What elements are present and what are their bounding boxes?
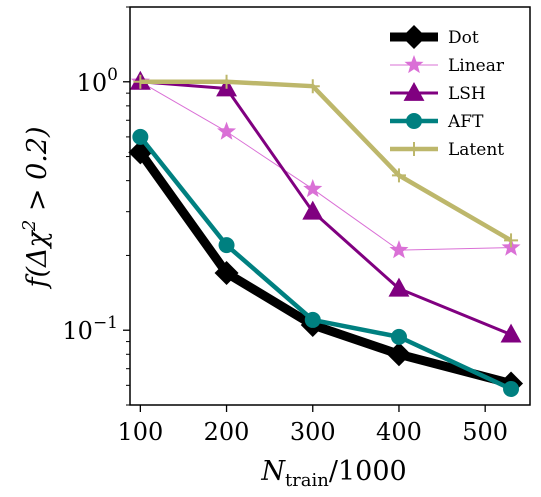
- legend-entry-latent: Latent: [390, 140, 504, 160]
- data-point-linear-4: [389, 240, 409, 259]
- y-tick-label-base: 10: [77, 69, 108, 97]
- data-point-latent-4: [391, 168, 406, 183]
- y-tick-label-2: 10−1: [62, 313, 118, 345]
- data-point-aft-4: [390, 328, 407, 345]
- data-point-latent-5: [504, 233, 519, 248]
- x-tick-label-500: 500: [462, 418, 508, 446]
- y-tick-label-exponent: −1: [93, 313, 118, 333]
- x-axis-title-sub: train: [285, 470, 329, 491]
- legend-marker-dot: [402, 25, 426, 49]
- data-point-aft-5: [503, 380, 520, 397]
- legend-entry-linear: Linear: [390, 55, 505, 76]
- series-line-aft: [138, 135, 512, 392]
- legend-label-aft: AFT: [447, 112, 484, 132]
- data-point-dot-2: [214, 260, 239, 285]
- x-axis-title-main: N: [260, 456, 286, 487]
- legend-marker-latent: [407, 142, 421, 156]
- series-line-dot: [136, 149, 513, 388]
- y-tick-label-exponent: 0: [107, 65, 118, 85]
- data-point-linear-2: [217, 121, 237, 140]
- legend-label-linear: Linear: [448, 56, 505, 76]
- x-axis-title-rest: /1000: [329, 456, 407, 487]
- data-point-aft-2: [218, 237, 235, 254]
- y-axis-title-post: > 0.2): [22, 126, 53, 219]
- data-point-latent-3: [305, 79, 320, 94]
- x-tick-label-100: 100: [117, 418, 163, 446]
- x-axis-title: Ntrain/1000: [260, 456, 406, 491]
- x-tick-label-300: 300: [290, 418, 336, 446]
- x-tick-label-400: 400: [376, 418, 422, 446]
- legend-label-lsh: LSH: [448, 84, 486, 104]
- data-point-latent-2: [219, 74, 234, 89]
- series-aft: [132, 128, 520, 397]
- legend-marker-lsh: [403, 82, 425, 101]
- data-point-lsh-4: [388, 277, 410, 297]
- legend-label-dot: Dot: [448, 28, 479, 48]
- legend-marker-linear: [404, 55, 424, 74]
- y-axis-title-pre: f(Δχ: [22, 230, 53, 290]
- series-lsh: [129, 70, 522, 343]
- plot-marks: [128, 70, 524, 397]
- data-point-lsh-3: [302, 200, 324, 220]
- legend: Dot Linear LSH AFT Latent: [390, 25, 505, 160]
- y-axis-title-sup: 2: [19, 220, 40, 232]
- series-dot: [128, 140, 524, 396]
- data-point-linear-3: [303, 179, 323, 198]
- y-tick-label-base: 10: [62, 317, 93, 345]
- series-line-latent: [140, 79, 513, 243]
- data-point-dot-4: [386, 342, 411, 367]
- data-point-latent-1: [133, 74, 148, 89]
- legend-entry-dot: Dot: [390, 25, 479, 49]
- plot-frame: [129, 6, 531, 406]
- data-point-aft-3: [304, 311, 321, 328]
- data-point-aft-1: [132, 128, 149, 145]
- x-tick-label-200: 200: [204, 418, 250, 446]
- series-latent: [133, 74, 519, 248]
- y-axis-title: f(Δχ2 > 0.2): [19, 126, 53, 289]
- y-tick-label-1: 100: [77, 65, 118, 97]
- legend-entry-lsh: LSH: [390, 82, 486, 104]
- data-point-lsh-5: [500, 323, 522, 343]
- legend-entry-aft: AFT: [390, 112, 484, 132]
- legend-marker-aft: [406, 113, 422, 129]
- legend-label-latent: Latent: [448, 140, 504, 160]
